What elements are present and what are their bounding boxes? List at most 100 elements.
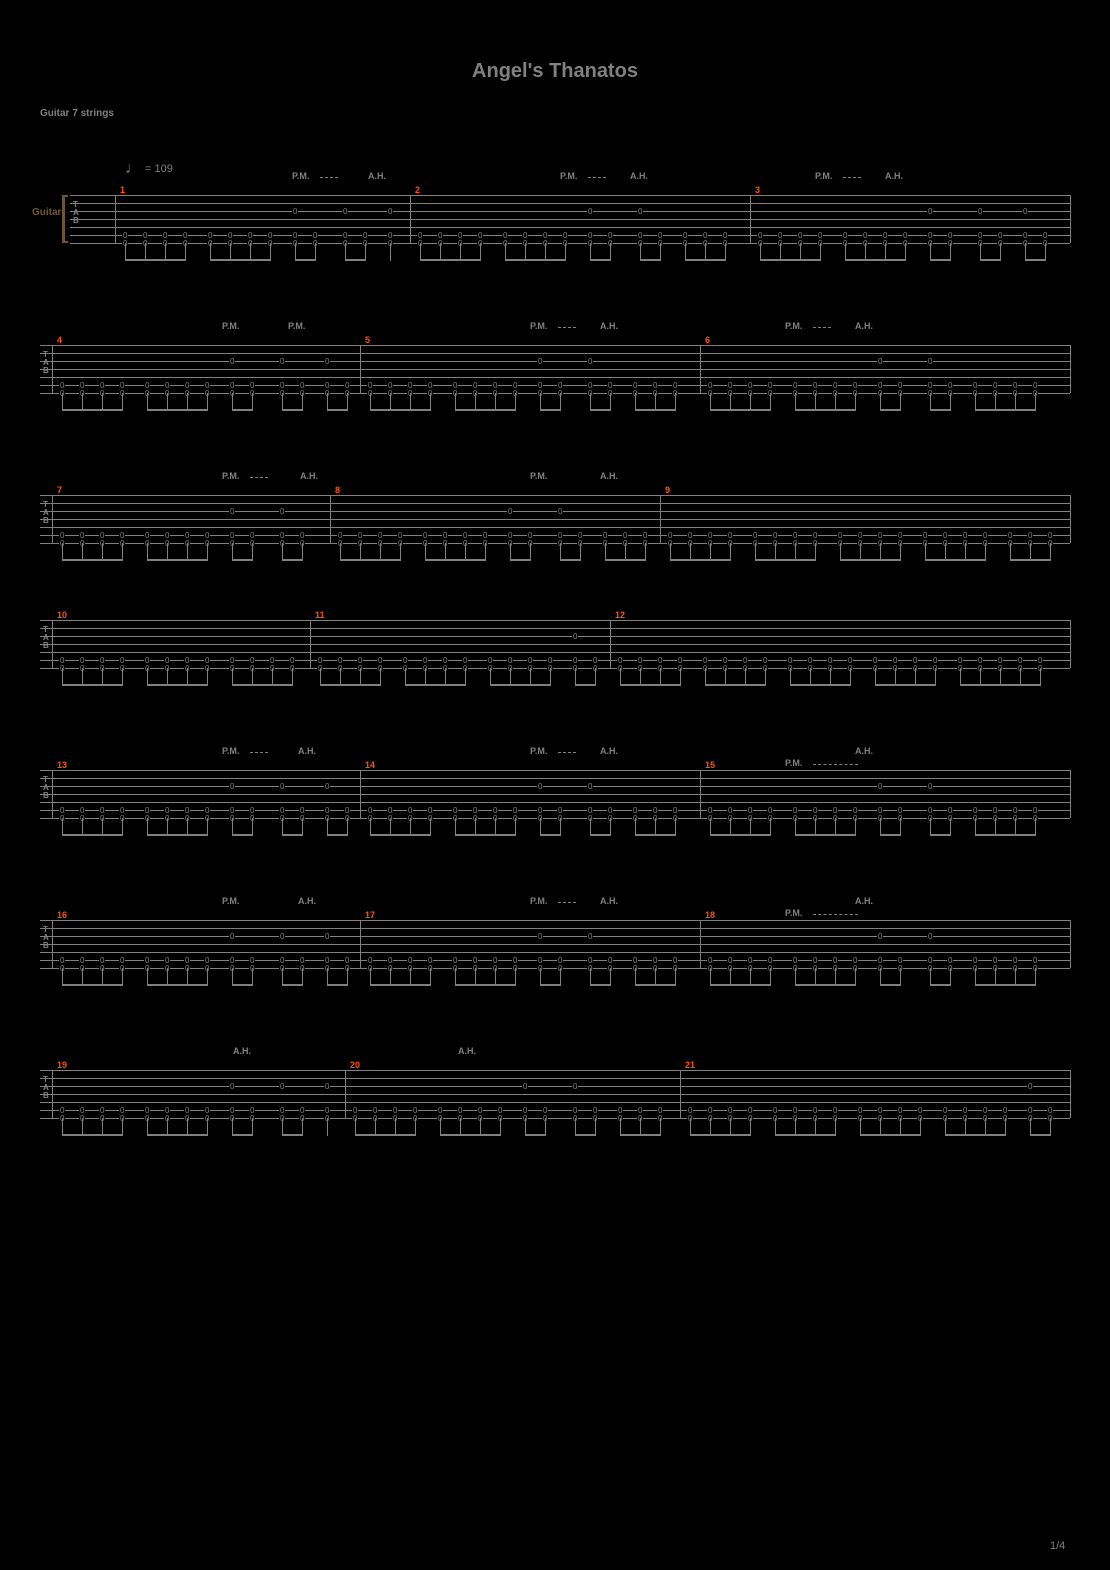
staff-line <box>40 385 1070 386</box>
tab-staff: TAB1011120000000000000000000000000000000… <box>40 620 1070 668</box>
tab-clef: TAB <box>43 501 49 525</box>
note-beam <box>975 409 1036 411</box>
staff-line <box>40 1110 1070 1111</box>
technique-dash <box>320 177 338 178</box>
note-beam <box>960 684 1041 686</box>
note-beam <box>560 559 581 561</box>
barline <box>52 920 53 968</box>
fret-number: 0 <box>927 932 933 941</box>
fret-number: 0 <box>587 357 593 366</box>
measure-number: 15 <box>705 760 715 770</box>
staff-line <box>70 211 1070 212</box>
fret-number: 0 <box>927 782 933 791</box>
technique-marking: P.M. <box>288 321 305 331</box>
staff-line <box>70 243 1070 244</box>
technique-dash <box>813 764 858 765</box>
technique-marking: P.M. <box>785 321 802 331</box>
staff-line <box>40 495 1070 496</box>
measure-number: 16 <box>57 910 67 920</box>
barline <box>1070 1070 1071 1118</box>
staff-line <box>70 203 1070 204</box>
measure-number: 8 <box>335 485 340 495</box>
instrument-label: Guitar 7 strings <box>40 108 114 119</box>
note-beam <box>525 1134 546 1136</box>
tab-staff: TAB192021A.H.A.H.00000000000000000000000… <box>40 1070 1070 1118</box>
technique-marking: A.H. <box>233 1046 251 1056</box>
measure-number: 19 <box>57 1060 67 1070</box>
note-beam <box>232 559 253 561</box>
barline <box>1070 620 1071 668</box>
note-beam <box>232 409 253 411</box>
measure-number: 17 <box>365 910 375 920</box>
staff-line <box>70 219 1070 220</box>
staff-line <box>40 794 1070 795</box>
technique-marking: A.H. <box>855 896 873 906</box>
measure-number: 10 <box>57 610 67 620</box>
note-beam <box>775 1134 836 1136</box>
note-beam <box>710 834 771 836</box>
tab-clef: TAB <box>43 351 49 375</box>
tab-letter: B <box>43 942 49 950</box>
tab-staff: TAB161718P.M.A.H.P.M.A.H.P.M.A.H.0000000… <box>40 920 1070 968</box>
tab-system: TAB456P.M.P.M.P.M.A.H.P.M.A.H.0000000000… <box>40 345 1070 393</box>
fret-number: 0 <box>279 507 285 516</box>
fret-number: 0 <box>229 1082 235 1091</box>
barline <box>680 1070 681 1118</box>
tab-letter: B <box>43 792 49 800</box>
technique-dash <box>843 177 861 178</box>
fret-number: 0 <box>229 507 235 516</box>
fret-number: 0 <box>927 357 933 366</box>
note-beam <box>345 259 366 261</box>
staff-line <box>40 345 1070 346</box>
staff-line <box>40 369 1070 370</box>
fret-number: 0 <box>557 507 563 516</box>
fret-number: 0 <box>342 207 348 216</box>
tab-system: TAB192021A.H.A.H.00000000000000000000000… <box>40 1070 1070 1118</box>
measure-number: 13 <box>57 760 67 770</box>
technique-marking: P.M. <box>530 896 547 906</box>
note-beam <box>590 834 611 836</box>
note-beam <box>945 1134 1006 1136</box>
technique-marking: A.H. <box>298 896 316 906</box>
barline <box>52 345 53 393</box>
technique-marking: A.H. <box>300 471 318 481</box>
staff-line <box>40 802 1070 803</box>
note-beam <box>282 559 303 561</box>
note-beam <box>327 984 348 986</box>
fret-number: 0 <box>927 207 933 216</box>
note-beam <box>125 259 186 261</box>
note-beam <box>147 409 208 411</box>
note-beam <box>795 834 856 836</box>
technique-dash <box>558 752 576 753</box>
note-beam <box>590 984 611 986</box>
technique-marking: A.H. <box>600 321 618 331</box>
tab-clef: TAB <box>43 926 49 950</box>
note-beam <box>147 559 208 561</box>
fret-number: 0 <box>507 507 513 516</box>
note-beam <box>147 1134 208 1136</box>
technique-marking: P.M. <box>785 758 802 768</box>
barline <box>750 195 751 243</box>
barline <box>360 770 361 818</box>
measure-number: 9 <box>665 485 670 495</box>
note-beam <box>370 409 431 411</box>
fret-number: 0 <box>537 357 543 366</box>
note-beam <box>282 984 303 986</box>
barline <box>660 495 661 543</box>
barline <box>310 620 311 668</box>
barline <box>1070 920 1071 968</box>
fret-number: 0 <box>587 782 593 791</box>
staff-line <box>40 1086 1070 1087</box>
measure-number: 5 <box>365 335 370 345</box>
technique-marking: A.H. <box>368 171 386 181</box>
note-beam <box>405 684 466 686</box>
staff-line <box>70 235 1070 236</box>
note-beam <box>980 259 1001 261</box>
note-beam <box>327 409 348 411</box>
note-beam <box>282 409 303 411</box>
note-beam <box>232 834 253 836</box>
technique-dash <box>588 177 606 178</box>
barline <box>1070 495 1071 543</box>
technique-marking: P.M. <box>530 471 547 481</box>
tab-letter: B <box>43 642 49 650</box>
